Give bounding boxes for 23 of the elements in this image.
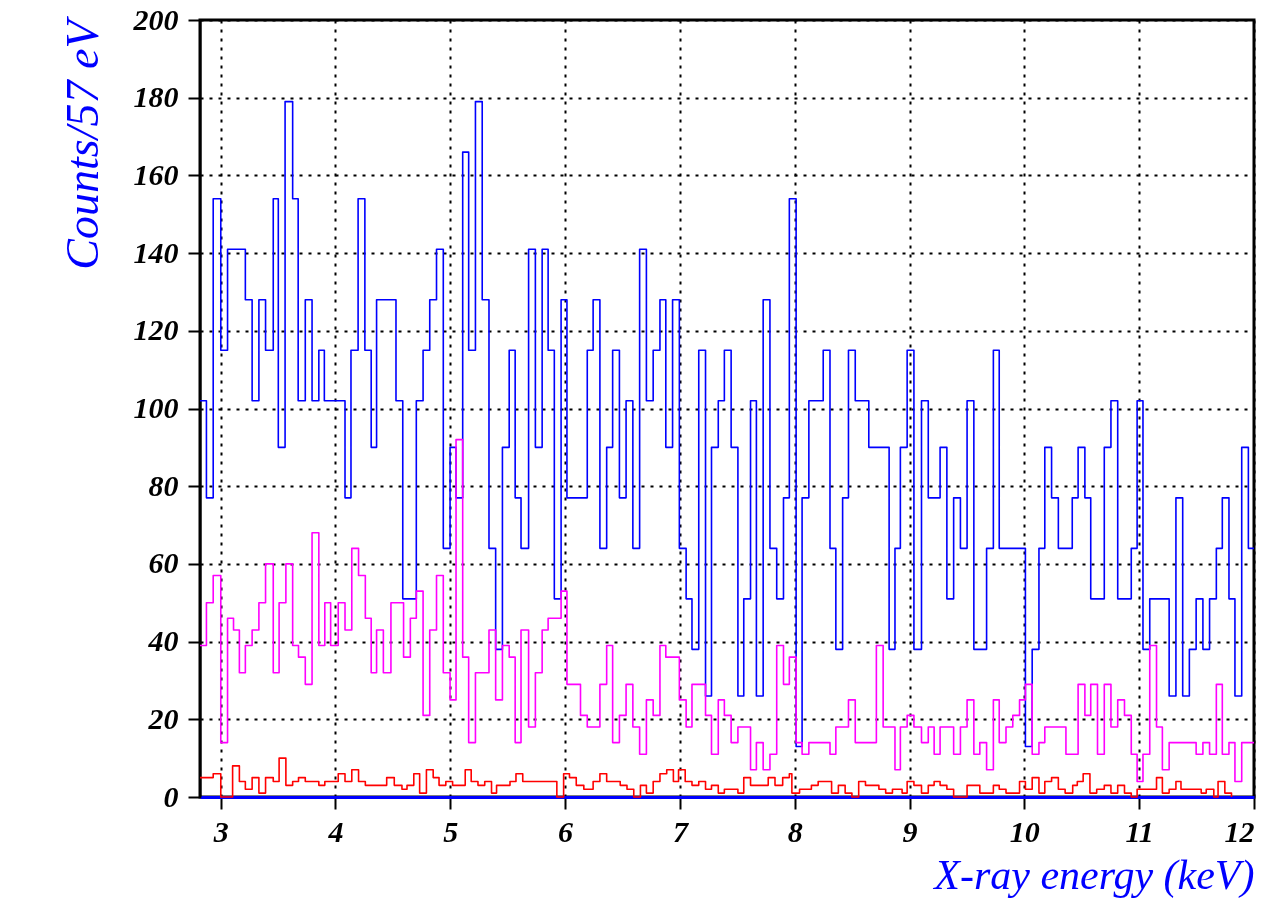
y-tick-label: 180 <box>133 80 179 114</box>
y-tick-label: 40 <box>147 624 179 658</box>
y-tick-label: 20 <box>147 701 179 735</box>
x-tick-label: 7 <box>672 814 689 848</box>
x-tick-label: 5 <box>443 814 459 848</box>
x-tick-label: 10 <box>1009 814 1040 848</box>
x-tick-label: 3 <box>212 814 229 848</box>
x-tick-label: 6 <box>558 814 574 848</box>
y-tick-label: 100 <box>133 391 179 424</box>
x-tick-label: 12 <box>1224 814 1255 848</box>
y-tick-label: 80 <box>148 468 179 502</box>
x-tick-label: 4 <box>327 814 344 848</box>
x-tick-label: 8 <box>787 814 803 848</box>
y-tick-label: 120 <box>133 313 179 347</box>
y-axis-title: Counts/57 eV <box>56 15 108 270</box>
x-tick-label: 9 <box>902 814 918 848</box>
y-tick-label: 200 <box>132 2 179 36</box>
x-tick-label: 11 <box>1125 814 1154 848</box>
x-axis-title: X-ray energy (keV) <box>932 851 1255 899</box>
y-tick-label: 140 <box>133 235 179 269</box>
y-tick-label: 160 <box>133 157 179 191</box>
y-tick-label: 60 <box>148 546 179 580</box>
y-tick-label: 0 <box>163 779 179 813</box>
